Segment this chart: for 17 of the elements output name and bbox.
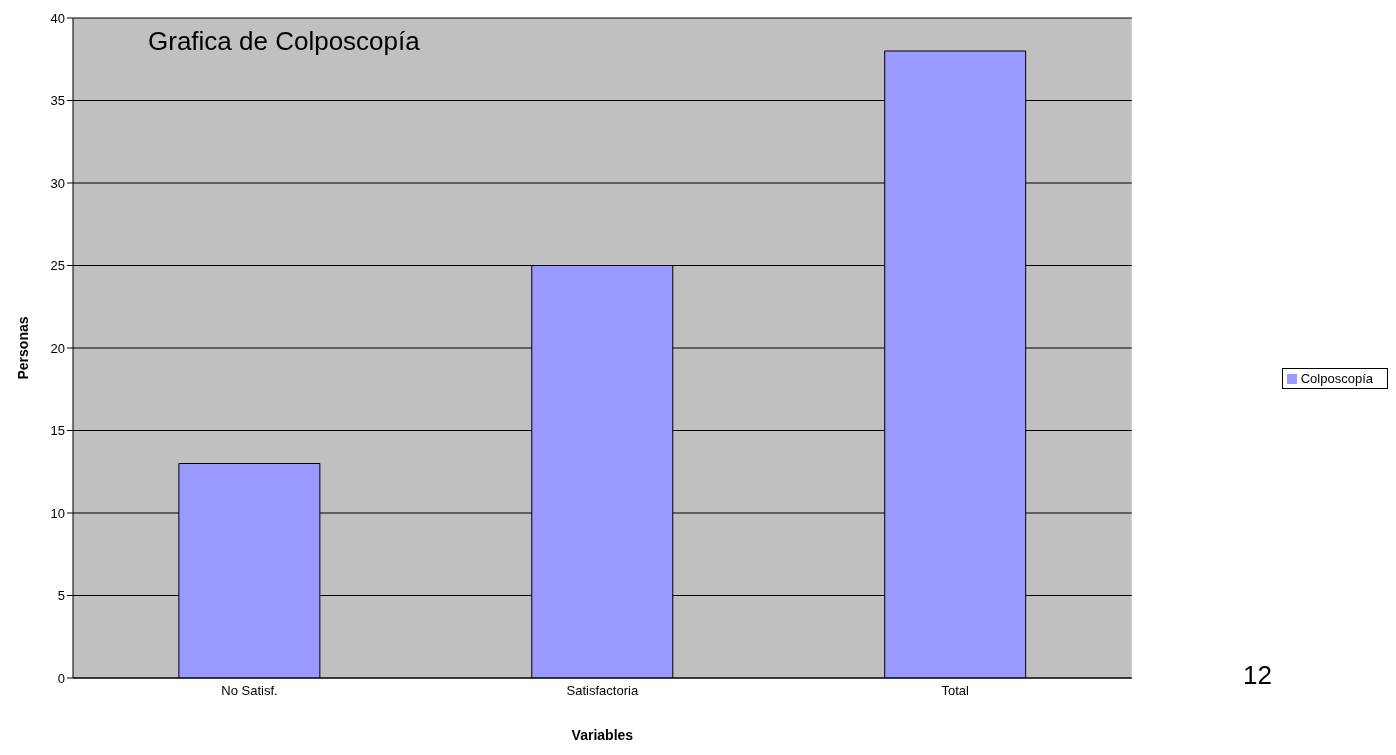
x-tick-label: Total: [941, 683, 970, 699]
y-tick-label: 20: [50, 340, 65, 356]
y-tick-label: 0: [57, 670, 65, 686]
y-tick-label: 30: [50, 175, 65, 191]
y-tick-label: 15: [50, 423, 65, 439]
y-tick-label: 10: [50, 505, 65, 521]
y-tick-label: 40: [50, 10, 65, 26]
chart-title: Grafica de Colposcopía: [148, 26, 420, 57]
x-tick-label: No Satisf.: [221, 683, 278, 699]
y-tick-label: 5: [57, 588, 65, 604]
x-tick-label: Satisfactoria: [566, 683, 639, 699]
x-axis-title: Variables: [571, 727, 634, 743]
y-tick-label: 35: [50, 93, 65, 109]
y-axis-title: Personas: [14, 316, 31, 380]
legend-label: Colposcopía: [1300, 370, 1373, 386]
text: 12: [1243, 660, 1272, 691]
y-tick-label: 25: [50, 258, 65, 274]
